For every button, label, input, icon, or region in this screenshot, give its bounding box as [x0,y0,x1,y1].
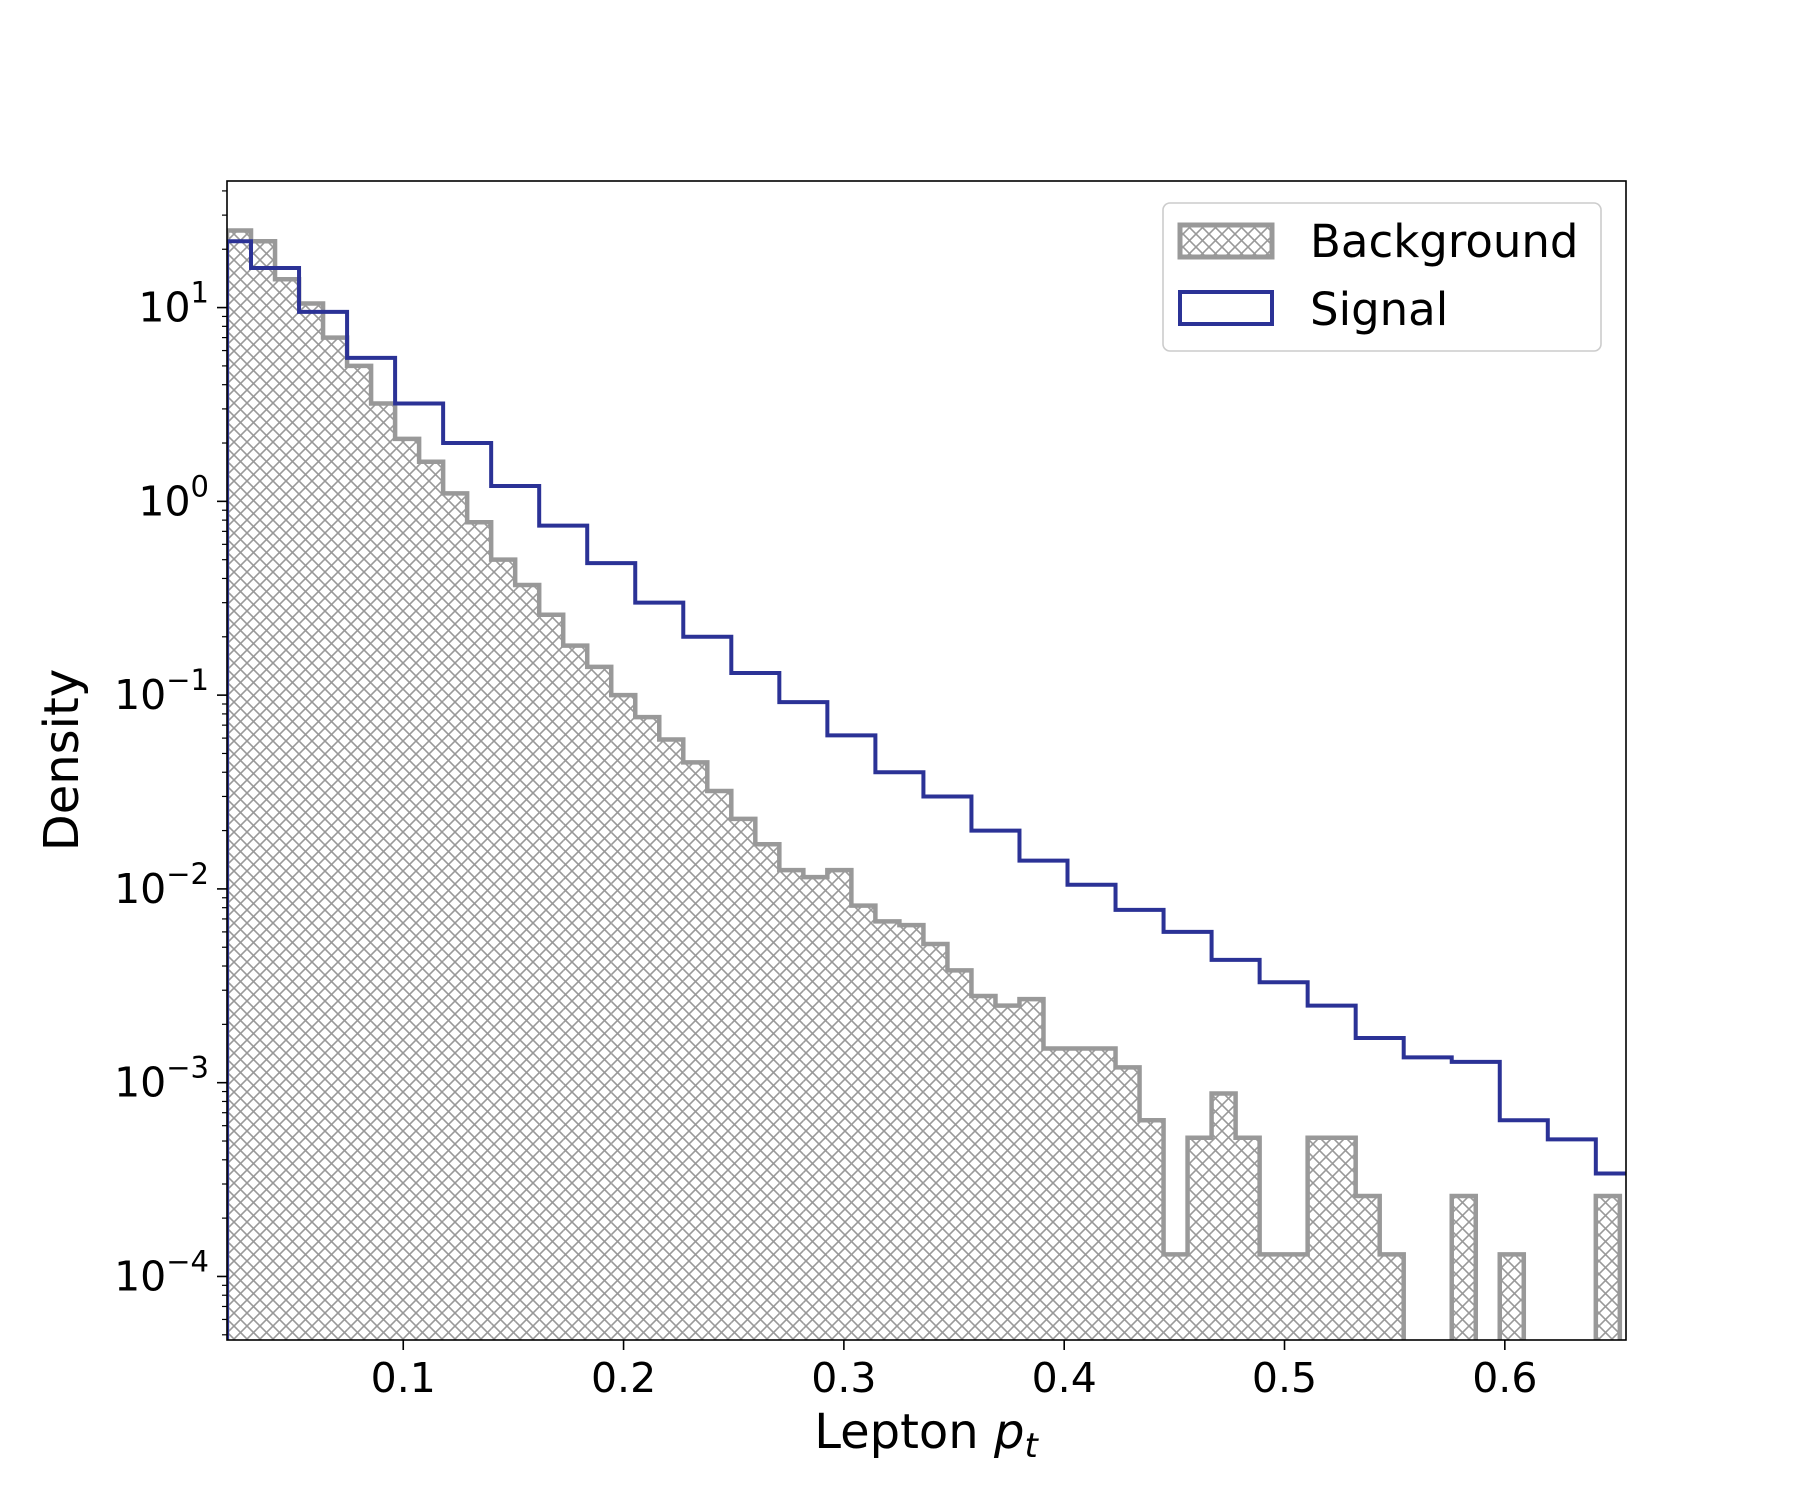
y-tick-label: 100 [138,469,209,525]
y-tick-label: 101 [138,276,209,332]
background-bar [1211,1093,1236,1340]
legend-swatch-background [1177,222,1275,260]
background-bar [563,645,588,1340]
background-bar [635,717,660,1340]
background-bar [1499,1254,1524,1340]
background-bar [1163,1254,1188,1340]
background-bar [731,818,756,1340]
x-axis: 0.1 0.2 0.3 0.4 0.5 0.6 [371,1340,1537,1402]
background-bar [491,559,516,1340]
background-bar [1331,1137,1356,1340]
background-bar [1283,1254,1308,1340]
background-bar [1115,1067,1140,1340]
plot-frame [226,180,1627,1341]
background-bar [923,943,948,1340]
background-bar [347,365,372,1340]
background-bar [515,585,540,1340]
x-axis-title: Lepton pt [814,1404,1039,1466]
background-bar [875,921,900,1340]
background-bar [755,844,780,1340]
y-tick-label: 10−2 [114,857,209,913]
background-bar [1019,999,1044,1340]
background-bar [1451,1196,1476,1340]
background-bar [299,303,324,1340]
x-tick-label: 0.5 [1252,1354,1317,1402]
background-bar [419,461,444,1340]
background-bar [1091,1048,1116,1340]
background-bar [1307,1137,1332,1340]
y-tick-label: 10−3 [114,1051,209,1107]
background-bar [1379,1254,1404,1340]
background-bar [1043,1048,1068,1340]
background-bar [539,614,564,1340]
plot-area [226,180,1627,1341]
y-tick-label: 10−1 [114,663,209,719]
x-tick-label: 0.3 [811,1354,876,1402]
background-bar [227,230,252,1340]
y-axis: 101 100 10−1 10−2 10−3 10−4 [114,190,227,1336]
x-tick-label: 0.1 [371,1354,436,1402]
background-bar [659,739,684,1340]
background-bar [1259,1254,1284,1340]
background-bar [251,241,276,1340]
background-bar [1355,1196,1380,1340]
x-tick-label: 0.4 [1032,1354,1097,1402]
background-bar [587,666,612,1340]
background-bar [443,493,468,1340]
background-bar [971,996,996,1340]
background-bar [803,877,828,1340]
x-tick-label: 0.6 [1472,1354,1537,1402]
background-bar [683,762,708,1340]
background-bar [1235,1137,1260,1340]
legend: Background Signal [1162,202,1602,352]
background-bar [1139,1120,1164,1340]
background-bar [467,522,492,1340]
background-bar [1187,1137,1212,1340]
background-bar [779,870,804,1340]
legend-swatch-signal [1178,290,1274,326]
legend-label-background: Background [1310,215,1578,268]
background-bar [707,791,732,1340]
y-axis-title: Density [34,669,90,851]
background-outline [227,228,1623,1340]
legend-label-signal: Signal [1310,283,1448,336]
background-bar [995,1005,1020,1340]
background-bar [947,970,972,1340]
background-bar [1595,1196,1620,1340]
background-bar [323,337,348,1340]
background-bar [611,695,636,1340]
background-bar [275,279,300,1340]
background-bar [827,870,852,1340]
background-bar [371,403,396,1340]
background-bar [395,438,420,1340]
background-bar [899,925,924,1340]
signal-line [227,239,1626,1340]
background-bar [1067,1048,1092,1340]
x-tick-label: 0.2 [591,1354,656,1402]
background-bar [851,905,876,1340]
y-tick-label: 10−4 [114,1244,209,1300]
